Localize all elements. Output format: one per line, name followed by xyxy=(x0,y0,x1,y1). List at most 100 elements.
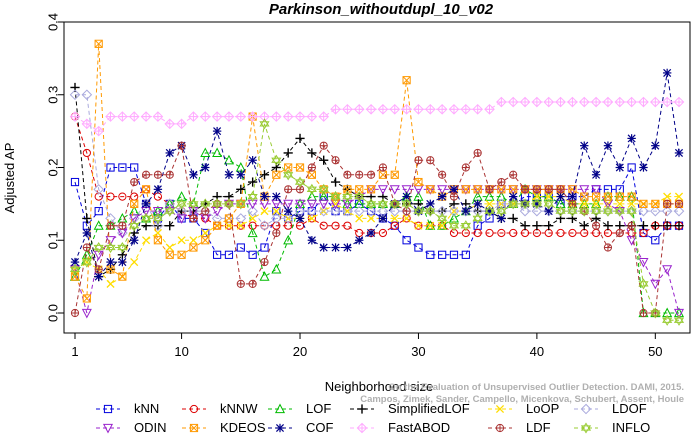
data-point xyxy=(389,205,401,217)
data-point xyxy=(342,205,353,217)
y-axis: 0.0 0.1 0.2 0.3 0.4 xyxy=(46,13,65,322)
data-point xyxy=(366,185,376,194)
legend-label: LDF xyxy=(526,420,551,434)
data-point xyxy=(543,198,554,210)
data-point xyxy=(153,185,163,194)
series-line xyxy=(74,87,679,278)
watermark-line2: Campos, Zimek, Sander, Campello, Micenko… xyxy=(360,394,684,405)
legend-label: INFLO xyxy=(612,420,650,434)
data-point xyxy=(461,250,470,259)
x-tick-label: 1 xyxy=(71,344,78,359)
data-point xyxy=(674,199,684,208)
data-point xyxy=(153,170,163,179)
data-point xyxy=(177,250,186,259)
series-layer xyxy=(69,39,685,326)
data-point xyxy=(531,96,543,108)
data-point xyxy=(260,221,269,230)
data-point xyxy=(129,214,140,224)
data-point xyxy=(271,154,282,166)
data-point xyxy=(449,192,459,201)
data-point xyxy=(638,205,649,217)
data-point xyxy=(283,199,294,210)
data-point xyxy=(343,170,352,179)
data-point xyxy=(235,111,247,122)
legend-marker xyxy=(102,423,114,434)
data-point xyxy=(519,198,531,210)
data-point xyxy=(579,221,589,231)
data-point xyxy=(295,214,305,223)
series-line xyxy=(74,123,679,321)
data-point xyxy=(519,205,531,217)
series-line xyxy=(74,196,679,285)
data-point xyxy=(318,199,329,210)
data-point xyxy=(673,96,685,108)
data-point xyxy=(603,221,613,231)
data-point xyxy=(319,243,328,252)
data-point xyxy=(638,221,649,231)
data-point xyxy=(118,192,127,201)
data-point xyxy=(211,111,223,122)
series-line xyxy=(74,101,679,132)
data-point xyxy=(343,221,352,230)
data-point xyxy=(223,154,234,165)
data-point xyxy=(650,279,661,290)
data-point xyxy=(401,198,412,210)
legend-marker xyxy=(495,423,505,433)
data-point xyxy=(367,214,376,223)
data-point xyxy=(152,207,163,217)
y-axis-label: Adjusted AP xyxy=(2,143,17,214)
data-point xyxy=(497,177,506,187)
data-point xyxy=(414,156,423,165)
data-point xyxy=(272,228,281,238)
legend-marker xyxy=(580,422,592,434)
data-point xyxy=(484,103,495,115)
y-tick-label: 0.1 xyxy=(46,231,61,249)
data-point xyxy=(437,192,447,201)
data-point xyxy=(318,111,330,122)
data-point xyxy=(438,221,447,230)
data-point xyxy=(140,212,152,224)
legend-item-cof: COF xyxy=(268,420,334,434)
data-point xyxy=(413,103,424,115)
data-point xyxy=(402,236,411,245)
data-point xyxy=(129,220,140,232)
data-point xyxy=(306,199,317,210)
data-point xyxy=(615,192,624,201)
data-point xyxy=(130,177,139,187)
data-point xyxy=(69,111,81,122)
data-point xyxy=(93,184,104,195)
data-point xyxy=(663,199,672,208)
data-point xyxy=(130,258,139,267)
data-point xyxy=(673,205,685,217)
data-point xyxy=(365,198,377,210)
data-point xyxy=(590,96,602,108)
data-point xyxy=(449,185,459,194)
data-point xyxy=(342,191,353,203)
data-point xyxy=(437,212,448,224)
data-point xyxy=(164,205,175,217)
data-point xyxy=(401,103,412,115)
data-point xyxy=(508,213,518,224)
data-point xyxy=(614,205,625,217)
data-point xyxy=(627,221,636,230)
data-point xyxy=(436,205,448,217)
data-point xyxy=(213,221,222,230)
data-point xyxy=(93,241,104,254)
data-point xyxy=(662,314,673,326)
data-point xyxy=(531,205,543,217)
data-point xyxy=(199,111,211,122)
data-point xyxy=(342,103,353,115)
data-point xyxy=(603,141,613,150)
data-point xyxy=(389,103,401,115)
data-point xyxy=(544,206,553,216)
data-point xyxy=(283,234,294,245)
data-point xyxy=(295,163,305,172)
data-point xyxy=(674,192,684,201)
data-point xyxy=(81,118,93,130)
data-point xyxy=(461,206,471,216)
data-point xyxy=(461,163,470,172)
data-point xyxy=(236,221,245,230)
data-point xyxy=(165,170,174,179)
data-point xyxy=(425,205,436,217)
